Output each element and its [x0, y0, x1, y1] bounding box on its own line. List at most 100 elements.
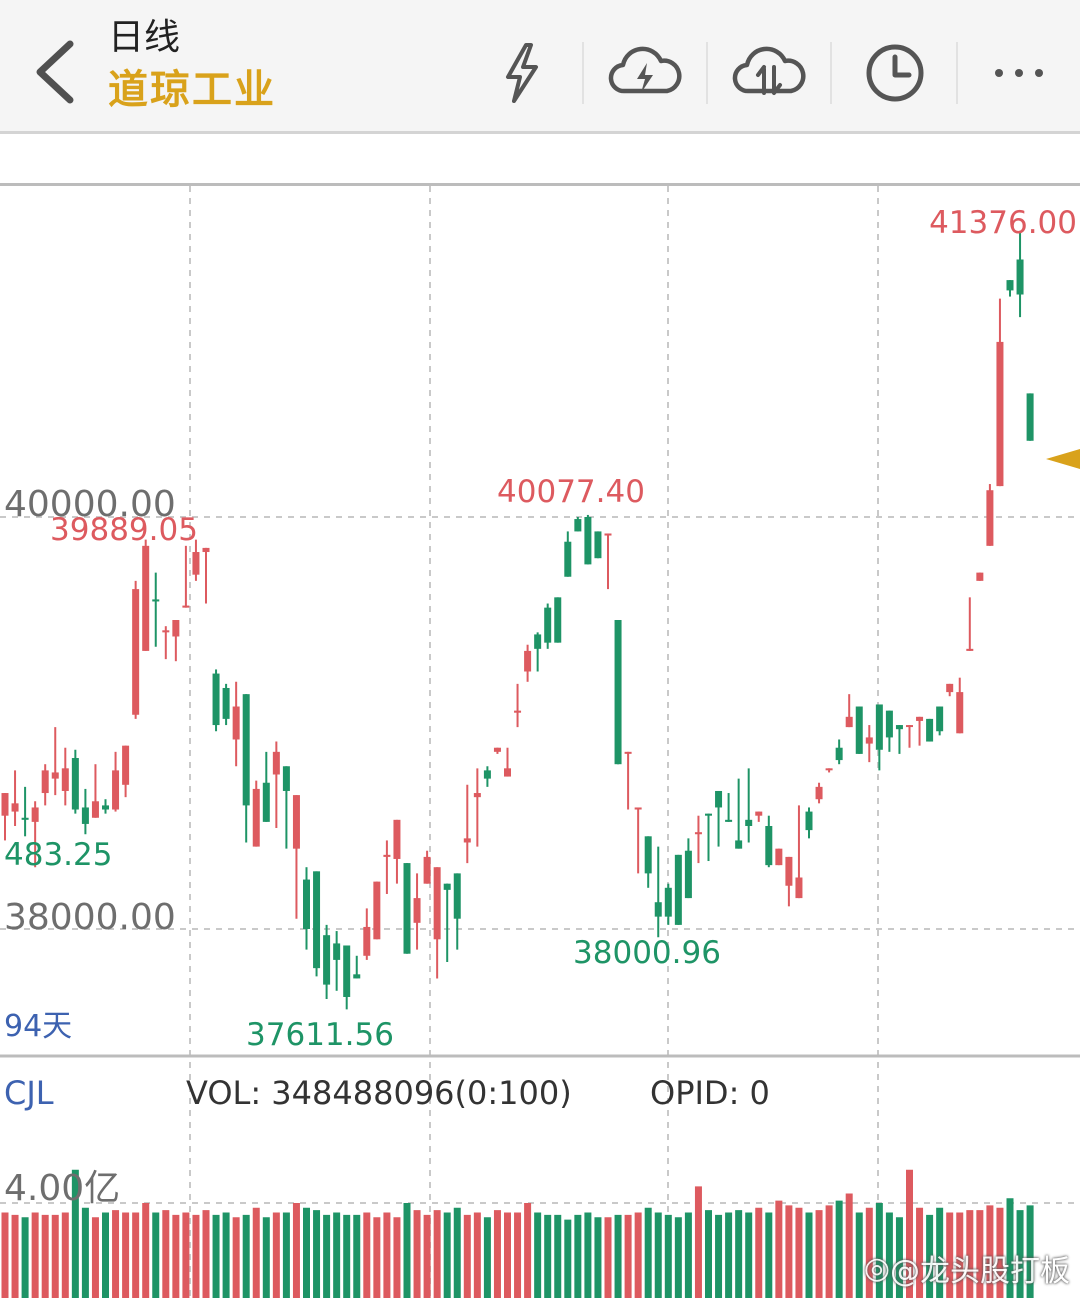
- volume-bar: [524, 1203, 532, 1298]
- candle-body: [152, 599, 160, 602]
- candle-body: [353, 974, 361, 979]
- grid-layer: [0, 186, 1080, 1298]
- history-button[interactable]: [856, 34, 934, 112]
- volume-bar: [91, 1217, 99, 1298]
- volume-bar: [735, 1210, 743, 1298]
- candle-body: [936, 706, 944, 732]
- candle-body: [483, 770, 491, 779]
- volume-bar: [594, 1217, 602, 1298]
- candle-body: [1, 793, 9, 816]
- candle-body: [705, 813, 712, 816]
- candles: [1, 232, 1034, 1010]
- volume-bar: [122, 1212, 130, 1298]
- cloud-compare-button[interactable]: [730, 34, 808, 112]
- volume-bar: [845, 1193, 853, 1298]
- volume-bar: [956, 1212, 964, 1298]
- candle-body: [534, 634, 542, 649]
- volume-bar: [805, 1212, 813, 1298]
- candle-body: [654, 902, 662, 917]
- y-tick-label: 40000.00: [4, 484, 176, 525]
- volume-bar: [996, 1207, 1004, 1298]
- candlestick-chart[interactable]: 40000.00 38000.00 41376.00 39889.05 4007…: [0, 186, 1080, 1298]
- volume-bar: [313, 1210, 321, 1298]
- volume-bar: [835, 1200, 843, 1298]
- peak-label-left: 39889.05: [50, 512, 198, 548]
- candle-body: [805, 811, 813, 831]
- volume-bar: [906, 1169, 913, 1298]
- volume-bar: [41, 1214, 49, 1298]
- volume-bar: [514, 1212, 522, 1298]
- volume-bar: [403, 1203, 411, 1298]
- candle-body: [212, 673, 220, 726]
- volume-bar: [31, 1212, 39, 1298]
- volume-bar: [11, 1214, 19, 1298]
- volume-bar: [463, 1214, 471, 1298]
- volume-bar: [202, 1210, 210, 1298]
- volume-bar: [895, 1217, 903, 1298]
- volume-bar: [383, 1212, 391, 1298]
- flash-icon: [506, 43, 538, 103]
- candle-body: [112, 770, 120, 810]
- candle-body: [554, 597, 562, 643]
- volume-bar: [282, 1212, 290, 1298]
- more-button[interactable]: [980, 34, 1058, 112]
- candle-body: [664, 887, 672, 917]
- candle-body: [122, 745, 130, 785]
- candle-body: [725, 819, 733, 822]
- candle-body: [1026, 393, 1034, 441]
- candle-body: [926, 718, 934, 742]
- candle-body: [463, 838, 471, 843]
- back-button[interactable]: [22, 36, 86, 108]
- candle-body: [996, 341, 1004, 487]
- volume-bar: [212, 1214, 220, 1298]
- candle-body: [242, 694, 250, 806]
- candle-body: [715, 790, 723, 808]
- candle-body: [232, 706, 240, 740]
- volume-bar: [855, 1212, 863, 1298]
- volume-bar: [102, 1212, 109, 1298]
- volume-bar: [795, 1207, 803, 1298]
- candle-body: [956, 692, 964, 734]
- candle-body: [755, 811, 763, 816]
- candle-body: [895, 725, 903, 730]
- volume-bar: [1006, 1198, 1014, 1298]
- stock-name: 道琼工业: [108, 67, 276, 113]
- candle-body: [865, 737, 873, 744]
- candle-body: [504, 768, 511, 777]
- candle-body: [684, 850, 692, 899]
- volume-bar: [61, 1212, 69, 1298]
- volume-panel-title: CJL: [4, 1074, 54, 1112]
- volume-bar: [664, 1214, 672, 1298]
- cloud-flash-button[interactable]: [606, 34, 684, 112]
- period-label: 日线: [108, 17, 181, 58]
- candle-body: [162, 630, 170, 633]
- candle-body: [252, 788, 260, 847]
- volume-bar: [544, 1214, 552, 1298]
- volume-bar: [725, 1212, 733, 1298]
- volume-bar: [1, 1212, 9, 1298]
- y-tick-label: 38000.00: [4, 897, 176, 938]
- volume-bar: [694, 1186, 702, 1298]
- volume-bar: [363, 1212, 371, 1298]
- flash-button[interactable]: [482, 34, 560, 112]
- volume-bar: [624, 1214, 632, 1298]
- volume-bar: [413, 1210, 421, 1298]
- chevron-left-icon: [36, 40, 74, 104]
- candle-body: [323, 935, 331, 985]
- candle-body: [363, 926, 371, 956]
- volume-bar: [192, 1214, 200, 1298]
- volume-tick-label: 4.00亿: [4, 1168, 120, 1209]
- volume-bar: [51, 1214, 59, 1298]
- volume-bar: [775, 1200, 783, 1298]
- candle-body: [132, 589, 140, 715]
- volume-bar: [453, 1207, 461, 1298]
- days-label: 94天: [4, 1009, 72, 1044]
- candle-body: [343, 945, 351, 997]
- volume-bar: [292, 1203, 300, 1298]
- candle-body: [282, 766, 290, 791]
- volume-bar: [946, 1212, 954, 1298]
- volume-bar: [483, 1217, 491, 1298]
- candle-body: [272, 751, 280, 775]
- volume-bar: [423, 1214, 431, 1298]
- clock-icon: [866, 44, 924, 102]
